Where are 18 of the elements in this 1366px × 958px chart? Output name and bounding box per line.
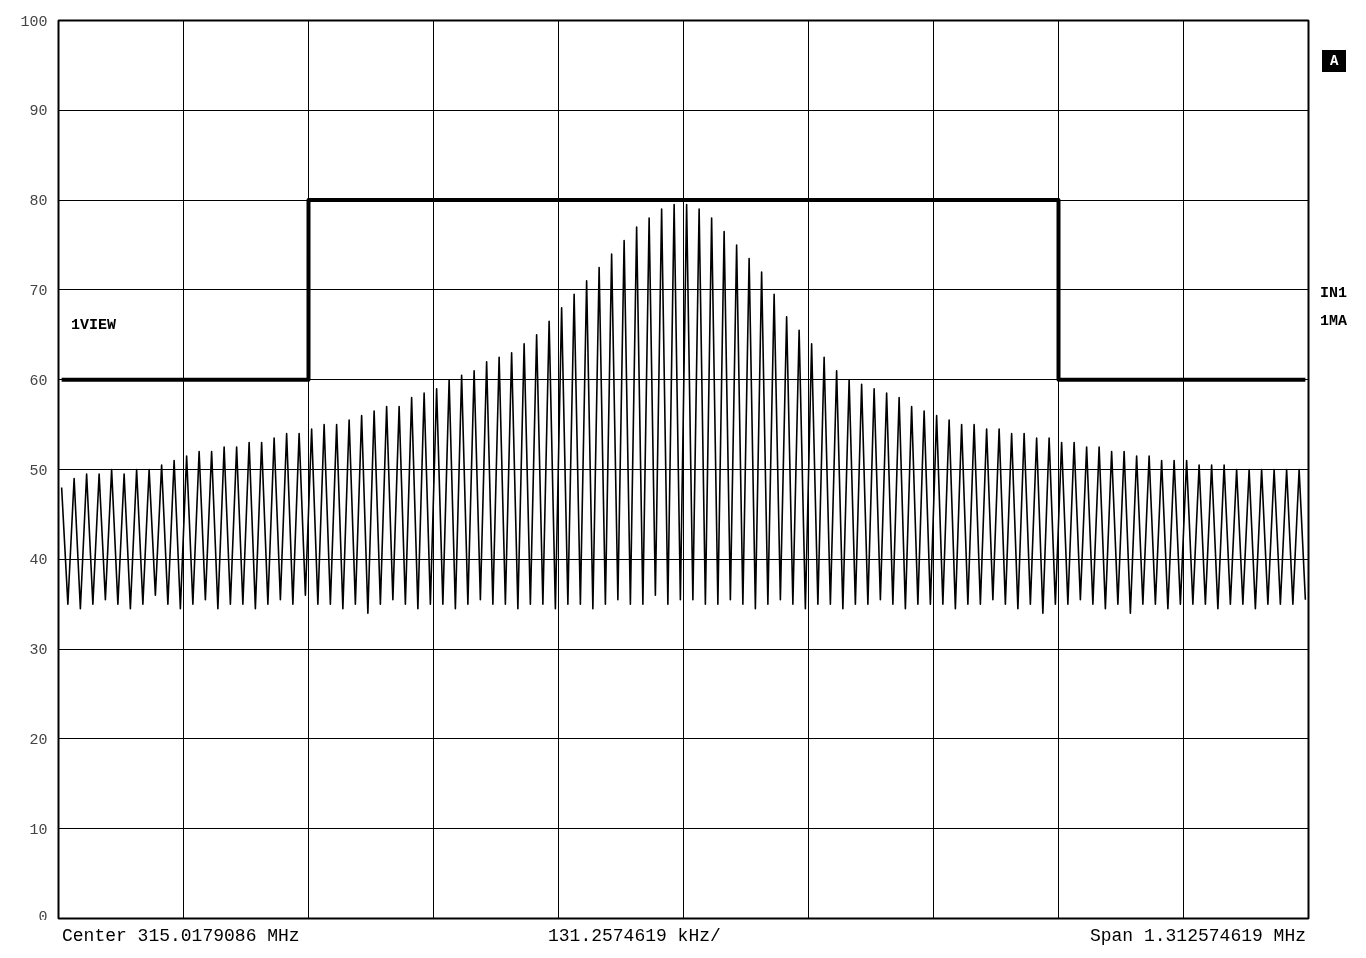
y-tick-label: 80 xyxy=(29,193,48,211)
text: IN1 xyxy=(1320,284,1348,304)
y-tick-label: 90 xyxy=(29,103,48,121)
y-tick-label: 20 xyxy=(29,731,48,749)
text: Center 315.0179086 MHz xyxy=(62,925,300,948)
text: A xyxy=(1322,50,1347,72)
text: 1MA xyxy=(1320,312,1348,332)
text: 131.2574619 kHz/ xyxy=(548,925,721,948)
y-tick-label: 60 xyxy=(29,372,48,390)
y-tick-label: 30 xyxy=(29,642,48,660)
y-tick-label: 70 xyxy=(29,282,48,300)
y-tick-label: 10 xyxy=(29,821,48,839)
y-tick-label: 100 xyxy=(20,13,48,31)
y-tick-label: 0 xyxy=(38,908,48,926)
annotation: 1VIEW xyxy=(71,317,117,335)
y-tick-label: 40 xyxy=(29,552,48,570)
y-tick-label: 50 xyxy=(29,462,48,480)
text: Span 1.312574619 MHz xyxy=(1089,925,1306,948)
